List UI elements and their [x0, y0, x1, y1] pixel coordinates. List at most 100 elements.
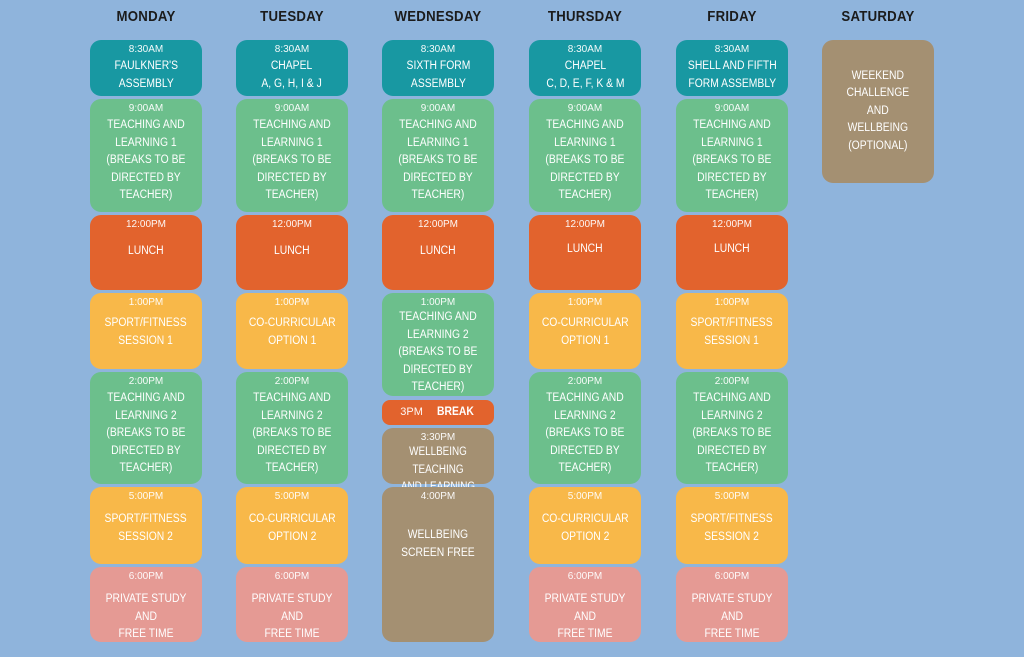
- block-time: 12:00PM: [271, 219, 313, 230]
- block-time: 6:00PM: [567, 571, 603, 582]
- block-time: 3PM: [400, 406, 423, 418]
- block-label: SPORT/FITNESS SESSION 1: [690, 317, 774, 347]
- friday-teaching-2-block: 2:00PM TEACHING AND LEARNING 2 (BREAKS T…: [676, 372, 788, 484]
- block-time: 1:00PM: [128, 297, 164, 308]
- thursday-lunch-block: 12:00PM LUNCH: [529, 215, 641, 290]
- block-label: FAULKNER'S ASSEMBLY: [114, 60, 178, 90]
- block-time: 2:00PM: [128, 376, 164, 387]
- block-label: CO-CURRICULAR OPTION 1: [541, 317, 629, 347]
- tuesday-teaching-2-block: 2:00PM TEACHING AND LEARNING 2 (BREAKS T…: [236, 372, 348, 484]
- day-header-wednesday: WEDNESDAY: [394, 8, 482, 25]
- block-time: 8:30AM: [128, 44, 164, 55]
- block-label: PRIVATE STUDY AND FREE TIME: [251, 593, 333, 640]
- block-time: 8:30AM: [274, 44, 310, 55]
- block-label: TEACHING AND LEARNING 2 (BREAKS TO BE DI…: [545, 392, 625, 474]
- day-header-friday: FRIDAY: [707, 8, 757, 25]
- block-time: 1:00PM: [567, 297, 603, 308]
- saturday-weekend-challenge-block: WEEKEND CHALLENGE AND WELLBEING (OPTIONA…: [822, 40, 934, 183]
- block-time: 1:00PM: [274, 297, 310, 308]
- monday-teaching-1-block: 9:00AM TEACHING AND LEARNING 1 (BREAKS T…: [90, 99, 202, 212]
- block-time: 6:00PM: [128, 571, 164, 582]
- day-header-saturday: SATURDAY: [841, 8, 915, 25]
- tuesday-private-study-block: 6:00PM PRIVATE STUDY AND FREE TIME: [236, 567, 348, 642]
- thursday-private-study-block: 6:00PM PRIVATE STUDY AND FREE TIME: [529, 567, 641, 642]
- day-header-tuesday: TUESDAY: [260, 8, 324, 25]
- block-label: CO-CURRICULAR OPTION 1: [248, 317, 336, 347]
- wednesday-teaching-1-block: 9:00AM TEACHING AND LEARNING 1 (BREAKS T…: [382, 99, 494, 212]
- block-label: CHAPEL A, G, H, I & J: [261, 60, 323, 90]
- block-label: CHAPEL C, D, E, F, K & M: [545, 60, 625, 90]
- block-time: 5:00PM: [714, 491, 750, 502]
- monday-teaching-2-block: 2:00PM TEACHING AND LEARNING 2 (BREAKS T…: [90, 372, 202, 484]
- block-time: 12:00PM: [564, 219, 606, 230]
- block-label: WELLBEING SCREEN FREE: [401, 529, 475, 559]
- block-time: 3:30PM: [420, 432, 456, 443]
- block-time: 4:00PM: [420, 491, 456, 502]
- block-time: 8:30AM: [714, 44, 750, 55]
- block-time: 1:00PM: [420, 297, 456, 308]
- block-label: LUNCH: [420, 245, 456, 257]
- block-label: PRIVATE STUDY AND FREE TIME: [105, 593, 187, 640]
- thursday-teaching-2-block: 2:00PM TEACHING AND LEARNING 2 (BREAKS T…: [529, 372, 641, 484]
- block-label: SPORT/FITNESS SESSION 2: [690, 513, 774, 543]
- friday-private-study-block: 6:00PM PRIVATE STUDY AND FREE TIME: [676, 567, 788, 642]
- monday-private-study-block: 6:00PM PRIVATE STUDY AND FREE TIME: [90, 567, 202, 642]
- block-label: PRIVATE STUDY AND FREE TIME: [544, 593, 626, 640]
- thursday-cocurricular-2-block: 5:00PM CO-CURRICULAR OPTION 2: [529, 487, 641, 564]
- block-label: BREAK: [436, 405, 474, 418]
- friday-lunch-block: 12:00PM LUNCH: [676, 215, 788, 290]
- monday-lunch-block: 12:00PM LUNCH: [90, 215, 202, 290]
- block-label: LUNCH: [274, 245, 310, 257]
- block-time: 5:00PM: [128, 491, 164, 502]
- thursday-cocurricular-1-block: 1:00PM CO-CURRICULAR OPTION 1: [529, 293, 641, 369]
- block-label: LUNCH: [128, 245, 164, 257]
- wednesday-break-block: 3PM BREAK: [382, 400, 494, 425]
- friday-sport-1-block: 1:00PM SPORT/FITNESS SESSION 1: [676, 293, 788, 369]
- wednesday-screen-free-block: 4:00PM WELLBEING SCREEN FREE: [382, 487, 494, 642]
- block-time: 6:00PM: [714, 571, 750, 582]
- block-label: SPORT/FITNESS SESSION 1: [104, 317, 188, 347]
- block-time: 2:00PM: [567, 376, 603, 387]
- block-time: 9:00AM: [274, 103, 310, 114]
- thursday-teaching-1-block: 9:00AM TEACHING AND LEARNING 1 (BREAKS T…: [529, 99, 641, 212]
- block-time: 1:00PM: [714, 297, 750, 308]
- friday-assembly-block: 8:30AM SHELL AND FIFTH FORM ASSEMBLY: [676, 40, 788, 96]
- block-time: 8:30AM: [567, 44, 603, 55]
- wednesday-wellbeing-teaching-block: 3:30PM WELLBEING TEACHING AND LEARNING: [382, 428, 494, 493]
- day-header-thursday: THURSDAY: [547, 8, 623, 25]
- monday-assembly-block: 8:30AM FAULKNER'S ASSEMBLY: [90, 40, 202, 96]
- block-time: 5:00PM: [274, 491, 310, 502]
- block-label: TEACHING AND LEARNING 2 (BREAKS TO BE DI…: [106, 392, 186, 474]
- block-time: 2:00PM: [714, 376, 750, 387]
- block-time: 12:00PM: [125, 219, 167, 230]
- wednesday-teaching-2-block: 1:00PM TEACHING AND LEARNING 2 (BREAKS T…: [382, 293, 494, 396]
- tuesday-chapel-block: 8:30AM CHAPEL A, G, H, I & J: [236, 40, 348, 96]
- block-label: SHELL AND FIFTH FORM ASSEMBLY: [687, 60, 777, 90]
- block-label: TEACHING AND LEARNING 1 (BREAKS TO BE DI…: [692, 119, 772, 201]
- block-label: LUNCH: [567, 243, 603, 255]
- wednesday-assembly-block: 8:30AM SIXTH FORM ASSEMBLY: [382, 40, 494, 96]
- monday-sport-1-block: 1:00PM SPORT/FITNESS SESSION 1: [90, 293, 202, 369]
- wednesday-lunch-block: 12:00PM LUNCH: [382, 215, 494, 290]
- friday-sport-2-block: 5:00PM SPORT/FITNESS SESSION 2: [676, 487, 788, 564]
- block-time: 9:00AM: [420, 103, 456, 114]
- block-label: CO-CURRICULAR OPTION 2: [248, 513, 336, 543]
- block-label: TEACHING AND LEARNING 1 (BREAKS TO BE DI…: [545, 119, 625, 201]
- block-time: 9:00AM: [714, 103, 750, 114]
- block-label: TEACHING AND LEARNING 2 (BREAKS TO BE DI…: [692, 392, 772, 474]
- block-label: TEACHING AND LEARNING 2 (BREAKS TO BE DI…: [252, 392, 332, 474]
- block-label: WEEKEND CHALLENGE AND WELLBEING (OPTIONA…: [846, 69, 910, 152]
- tuesday-teaching-1-block: 9:00AM TEACHING AND LEARNING 1 (BREAKS T…: [236, 99, 348, 212]
- friday-teaching-1-block: 9:00AM TEACHING AND LEARNING 1 (BREAKS T…: [676, 99, 788, 212]
- block-label: SPORT/FITNESS SESSION 2: [104, 513, 188, 543]
- tuesday-lunch-block: 12:00PM LUNCH: [236, 215, 348, 290]
- block-label: CO-CURRICULAR OPTION 2: [541, 513, 629, 543]
- block-time: 9:00AM: [128, 103, 164, 114]
- block-label: PRIVATE STUDY AND FREE TIME: [691, 593, 773, 640]
- block-label: LUNCH: [714, 243, 750, 255]
- monday-sport-2-block: 5:00PM SPORT/FITNESS SESSION 2: [90, 487, 202, 564]
- block-time: 12:00PM: [417, 219, 459, 230]
- tuesday-cocurricular-2-block: 5:00PM CO-CURRICULAR OPTION 2: [236, 487, 348, 564]
- block-label: TEACHING AND LEARNING 1 (BREAKS TO BE DI…: [398, 119, 478, 201]
- block-time: 9:00AM: [567, 103, 603, 114]
